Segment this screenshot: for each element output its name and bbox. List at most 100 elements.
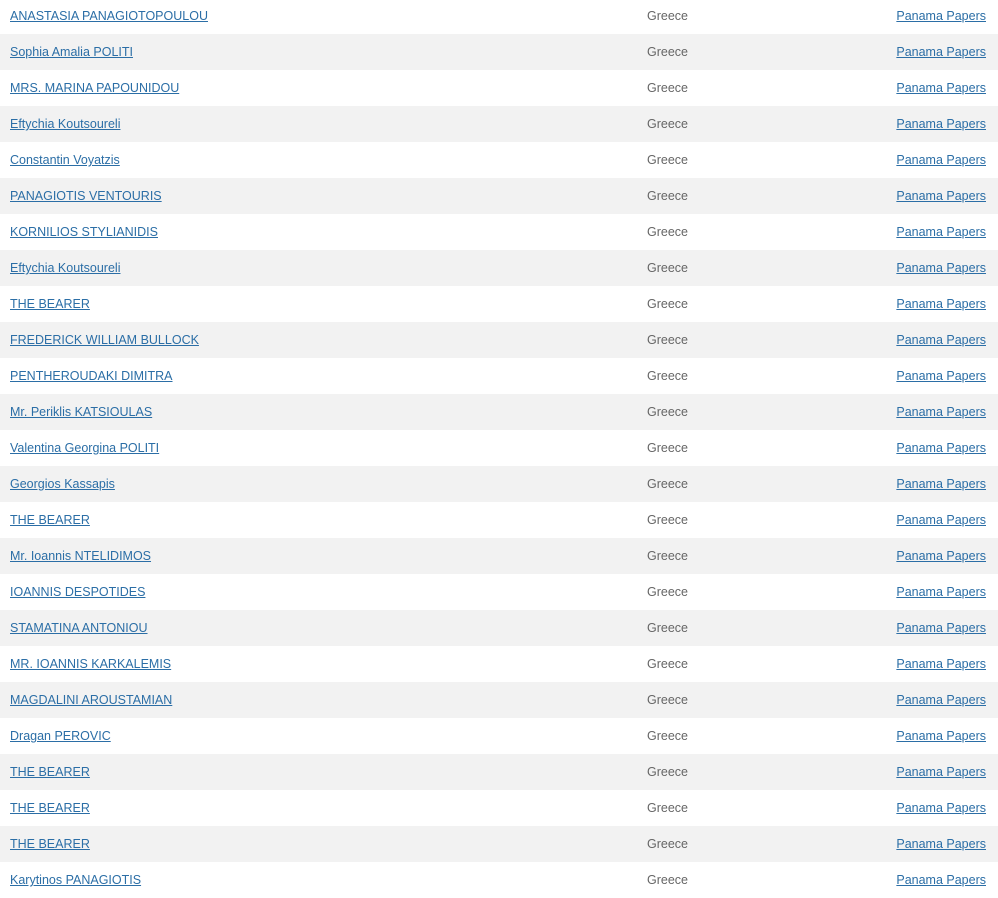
entity-name-link[interactable]: MAGDALINI AROUSTAMIAN xyxy=(10,693,173,707)
source-link[interactable]: Panama Papers xyxy=(896,477,986,491)
entity-name-link[interactable]: THE BEARER xyxy=(10,765,90,779)
country-cell: Greece xyxy=(647,513,688,527)
table-row: Georgios Kassapis Greece Panama Papers xyxy=(0,466,998,502)
country-cell: Greece xyxy=(647,693,688,707)
entity-name-link[interactable]: THE BEARER xyxy=(10,513,90,527)
entity-name-link[interactable]: MRS. MARINA PAPOUNIDOU xyxy=(10,81,180,95)
table-row: Eftychia Koutsoureli Greece Panama Paper… xyxy=(0,250,998,286)
country-cell: Greece xyxy=(647,81,688,95)
country-cell: Greece xyxy=(647,621,688,635)
table-row: IOANNIS DESPOTIDES Greece Panama Papers xyxy=(0,574,998,610)
table-row: KORNILIOS STYLIANIDIS Greece Panama Pape… xyxy=(0,214,998,250)
entity-name-link[interactable]: THE BEARER xyxy=(10,297,90,311)
source-link[interactable]: Panama Papers xyxy=(896,837,986,851)
table-row: MR. IOANNIS KARKALEMIS Greece Panama Pap… xyxy=(0,646,998,682)
source-link[interactable]: Panama Papers xyxy=(896,441,986,455)
source-link[interactable]: Panama Papers xyxy=(896,189,986,203)
entity-name-link[interactable]: THE BEARER xyxy=(10,837,90,851)
source-link[interactable]: Panama Papers xyxy=(896,225,986,239)
source-link[interactable]: Panama Papers xyxy=(896,405,986,419)
source-link[interactable]: Panama Papers xyxy=(896,729,986,743)
country-cell: Greece xyxy=(647,297,688,311)
table-row: THE BEARER Greece Panama Papers xyxy=(0,286,998,322)
source-link[interactable]: Panama Papers xyxy=(896,873,986,887)
table-row: Constantin Voyatzis Greece Panama Papers xyxy=(0,142,998,178)
source-link[interactable]: Panama Papers xyxy=(896,585,986,599)
table-row: PANAGIOTIS VENTOURIS Greece Panama Paper… xyxy=(0,178,998,214)
table-row: Dragan PEROVIC Greece Panama Papers xyxy=(0,718,998,754)
country-cell: Greece xyxy=(647,405,688,419)
table-row: PENTHEROUDAKI DIMITRA Greece Panama Pape… xyxy=(0,358,998,394)
table-row: Valentina Georgina POLITI Greece Panama … xyxy=(0,430,998,466)
country-cell: Greece xyxy=(647,225,688,239)
source-link[interactable]: Panama Papers xyxy=(896,693,986,707)
country-cell: Greece xyxy=(647,657,688,671)
country-cell: Greece xyxy=(647,153,688,167)
entity-name-link[interactable]: Dragan PEROVIC xyxy=(10,729,111,743)
country-cell: Greece xyxy=(647,261,688,275)
entity-name-link[interactable]: THE BEARER xyxy=(10,801,90,815)
source-link[interactable]: Panama Papers xyxy=(896,369,986,383)
table-row: Mr. Periklis KATSIOULAS Greece Panama Pa… xyxy=(0,394,998,430)
source-link[interactable]: Panama Papers xyxy=(896,621,986,635)
table-row: THE BEARER Greece Panama Papers xyxy=(0,754,998,790)
country-cell: Greece xyxy=(647,801,688,815)
entity-name-link[interactable]: Constantin Voyatzis xyxy=(10,153,120,167)
source-link[interactable]: Panama Papers xyxy=(896,117,986,131)
table-row: FREDERICK WILLIAM BULLOCK Greece Panama … xyxy=(0,322,998,358)
table-row: MRS. MARINA PAPOUNIDOU Greece Panama Pap… xyxy=(0,70,998,106)
country-cell: Greece xyxy=(647,333,688,347)
entity-name-link[interactable]: Mr. Ioannis NTELIDIMOS xyxy=(10,549,152,563)
table-row: Eftychia Koutsoureli Greece Panama Paper… xyxy=(0,106,998,142)
table-row: MAGDALINI AROUSTAMIAN Greece Panama Pape… xyxy=(0,682,998,718)
country-cell: Greece xyxy=(647,441,688,455)
source-link[interactable]: Panama Papers xyxy=(896,45,986,59)
country-cell: Greece xyxy=(647,45,688,59)
entity-name-link[interactable]: Sophia Amalia POLITI xyxy=(10,45,133,59)
source-link[interactable]: Panama Papers xyxy=(896,765,986,779)
country-cell: Greece xyxy=(647,369,688,383)
table-row: Sophia Amalia POLITI Greece Panama Paper… xyxy=(0,34,998,70)
country-cell: Greece xyxy=(647,837,688,851)
table-row: Karytinos PANAGIOTIS Greece Panama Paper… xyxy=(0,862,998,898)
source-link[interactable]: Panama Papers xyxy=(896,261,986,275)
table-row: ANASTASIA PANAGIOTOPOULOU Greece Panama … xyxy=(0,0,998,34)
table-row: THE BEARER Greece Panama Papers xyxy=(0,502,998,538)
source-link[interactable]: Panama Papers xyxy=(896,153,986,167)
source-link[interactable]: Panama Papers xyxy=(896,657,986,671)
entity-name-link[interactable]: Eftychia Koutsoureli xyxy=(10,117,121,131)
entity-name-link[interactable]: PENTHEROUDAKI DIMITRA xyxy=(10,369,173,383)
entity-name-link[interactable]: Mr. Periklis KATSIOULAS xyxy=(10,405,153,419)
entity-name-link[interactable]: Valentina Georgina POLITI xyxy=(10,441,160,455)
entity-name-link[interactable]: ANASTASIA PANAGIOTOPOULOU xyxy=(10,9,208,23)
entity-name-link[interactable]: PANAGIOTIS VENTOURIS xyxy=(10,189,162,203)
source-link[interactable]: Panama Papers xyxy=(896,549,986,563)
country-cell: Greece xyxy=(647,729,688,743)
country-cell: Greece xyxy=(647,9,688,23)
source-link[interactable]: Panama Papers xyxy=(896,297,986,311)
table-row: STAMATINA ANTONIOU Greece Panama Papers xyxy=(0,610,998,646)
country-cell: Greece xyxy=(647,117,688,131)
entity-name-link[interactable]: STAMATINA ANTONIOU xyxy=(10,621,148,635)
entity-name-link[interactable]: KORNILIOS STYLIANIDIS xyxy=(10,225,158,239)
table-row: THE BEARER Greece Panama Papers xyxy=(0,826,998,862)
entity-name-link[interactable]: FREDERICK WILLIAM BULLOCK xyxy=(10,333,199,347)
entity-name-link[interactable]: Karytinos PANAGIOTIS xyxy=(10,873,142,887)
source-link[interactable]: Panama Papers xyxy=(896,81,986,95)
entity-name-link[interactable]: MR. IOANNIS KARKALEMIS xyxy=(10,657,172,671)
country-cell: Greece xyxy=(647,873,688,887)
entity-name-link[interactable]: Eftychia Koutsoureli xyxy=(10,261,121,275)
source-link[interactable]: Panama Papers xyxy=(896,801,986,815)
country-cell: Greece xyxy=(647,585,688,599)
country-cell: Greece xyxy=(647,477,688,491)
entity-name-link[interactable]: IOANNIS DESPOTIDES xyxy=(10,585,146,599)
entity-name-link[interactable]: Georgios Kassapis xyxy=(10,477,115,491)
country-cell: Greece xyxy=(647,549,688,563)
table-row: Mr. Ioannis NTELIDIMOS Greece Panama Pap… xyxy=(0,538,998,574)
source-link[interactable]: Panama Papers xyxy=(896,333,986,347)
country-cell: Greece xyxy=(647,765,688,779)
source-link[interactable]: Panama Papers xyxy=(896,513,986,527)
country-cell: Greece xyxy=(647,189,688,203)
source-link[interactable]: Panama Papers xyxy=(896,9,986,23)
